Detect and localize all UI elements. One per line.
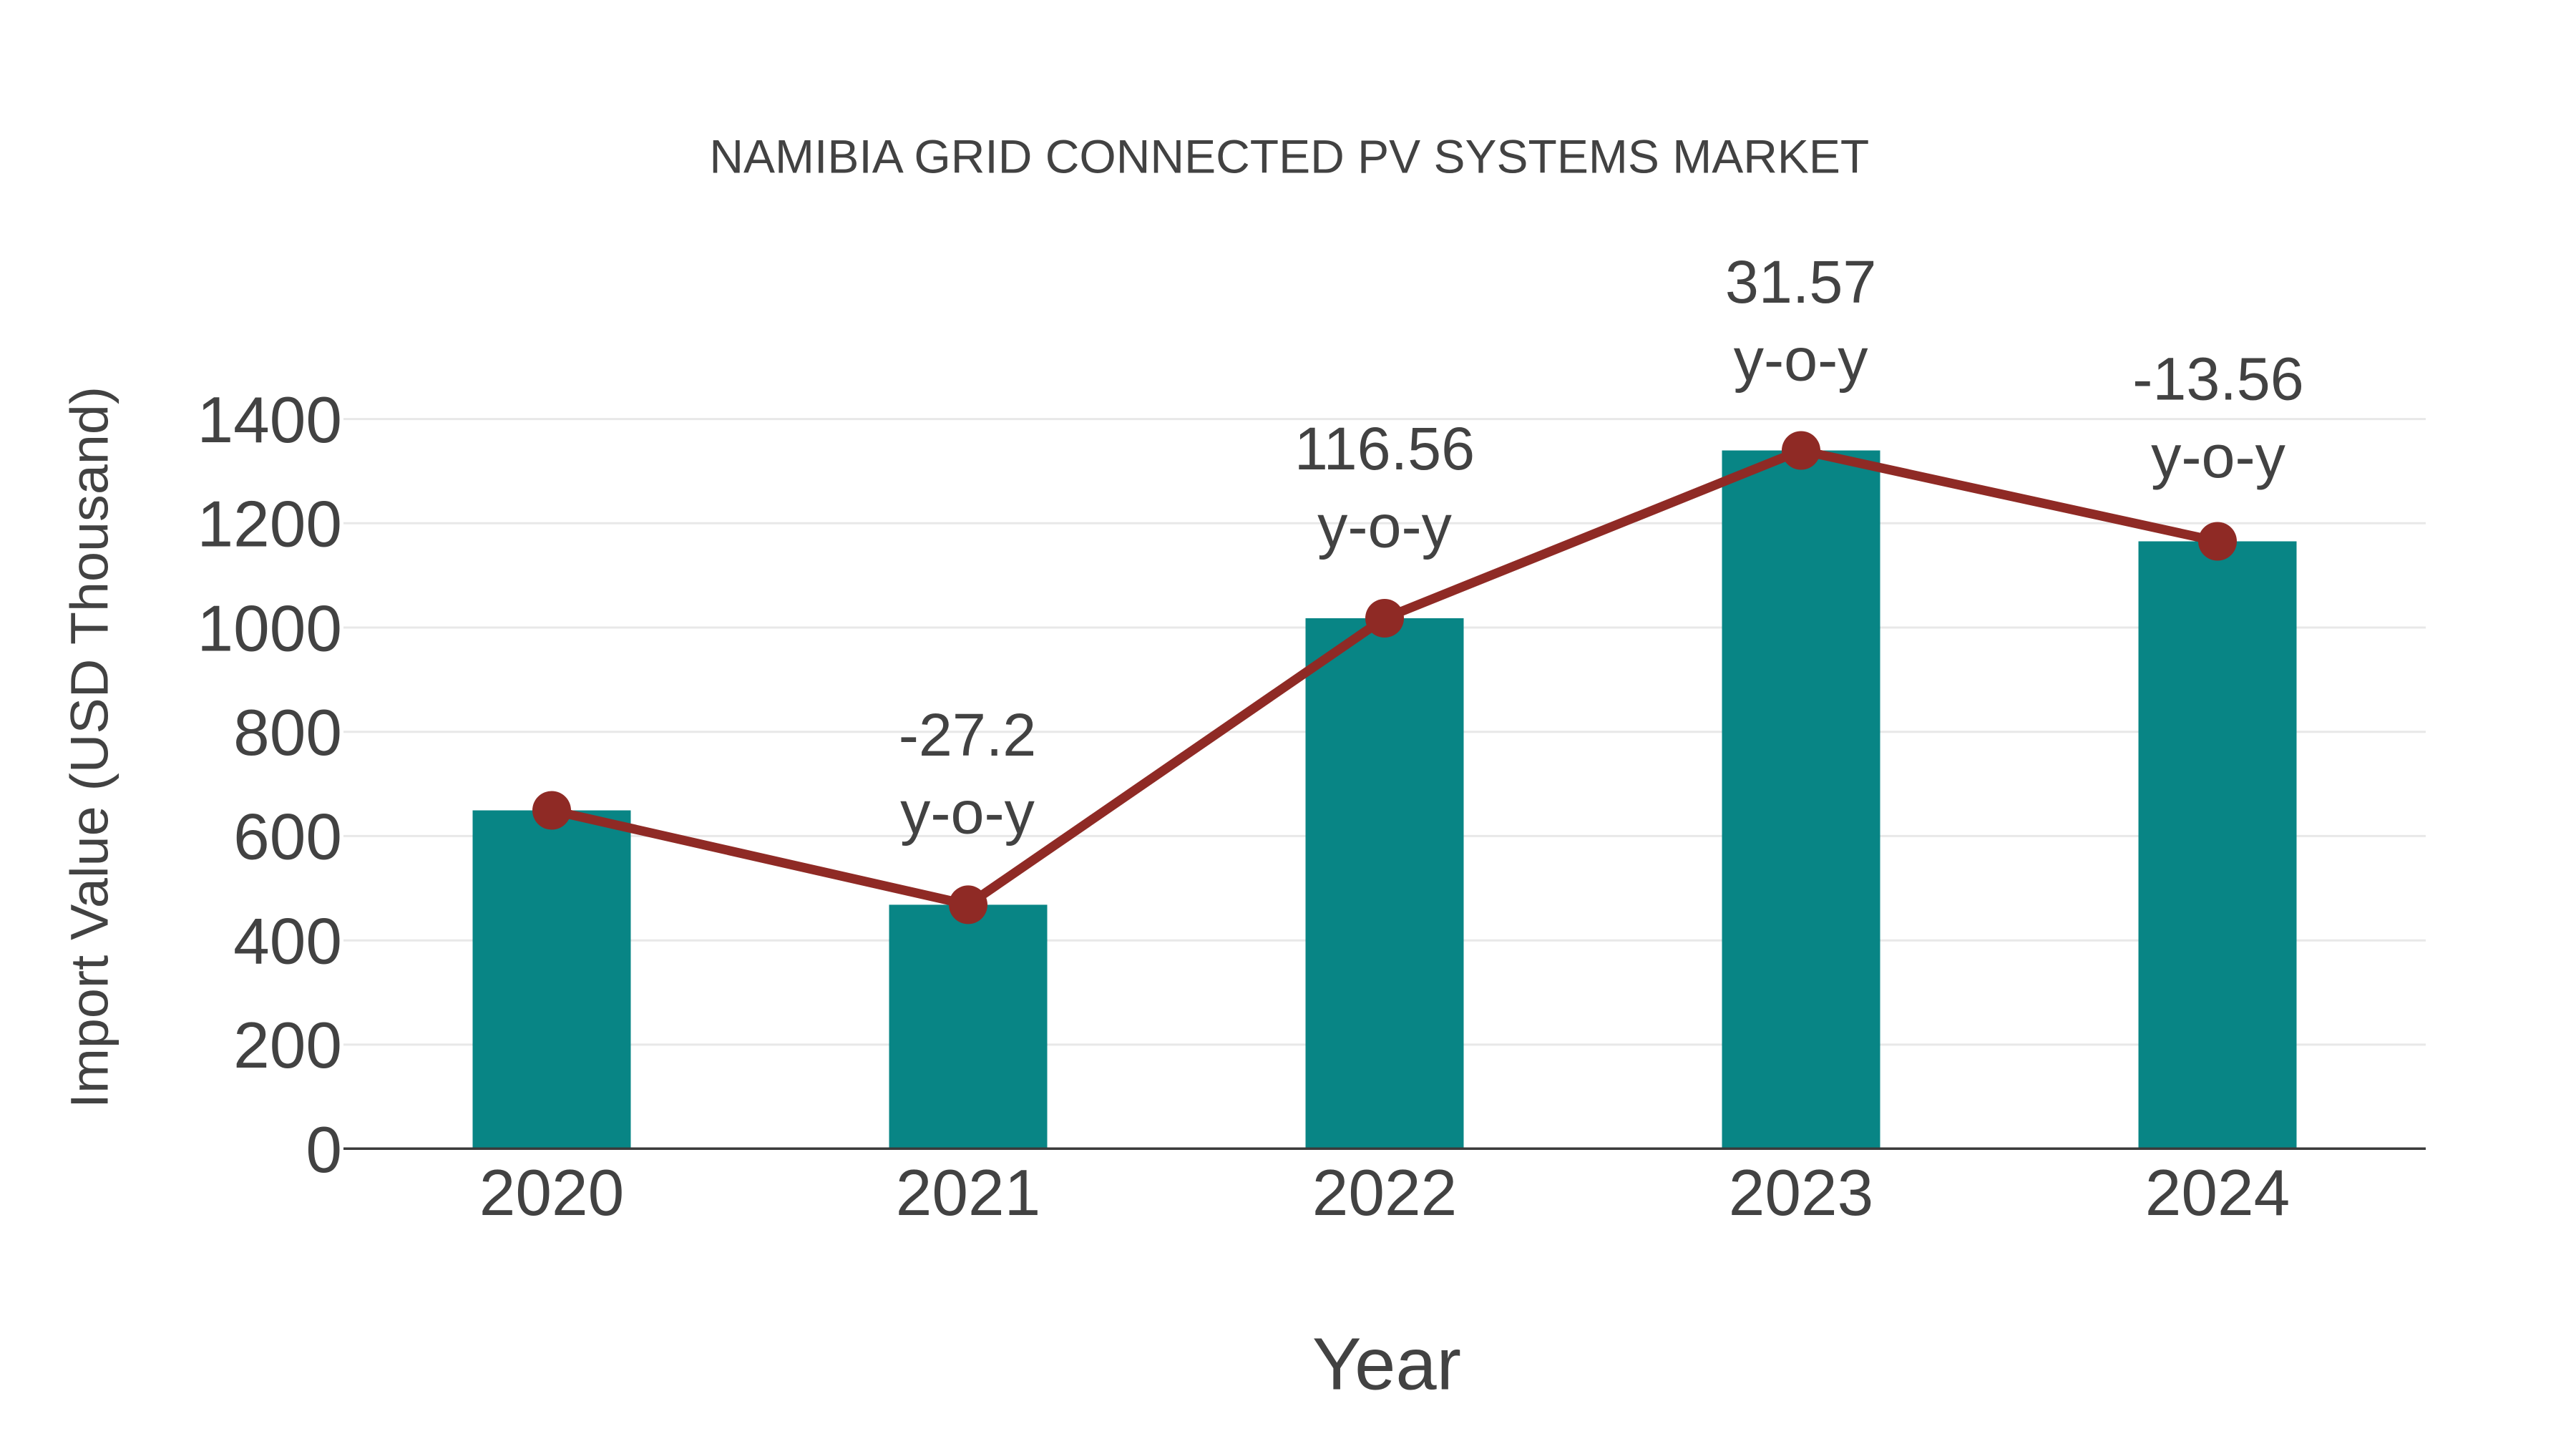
svg-text:800: 800 (233, 697, 342, 769)
svg-text:200: 200 (233, 1010, 342, 1082)
svg-text:NAMIBIA GRID CONNECTED PV SYST: NAMIBIA GRID CONNECTED PV SYSTEMS MARKET (709, 130, 1869, 183)
svg-text:-13.56: -13.56 (2132, 346, 2304, 413)
svg-text:1000: 1000 (197, 592, 342, 665)
svg-text:Import Value (USD Thousand): Import Value (USD Thousand) (59, 386, 119, 1108)
svg-text:Year: Year (1312, 1323, 1461, 1405)
svg-text:0: 0 (306, 1114, 342, 1186)
svg-text:2022: 2022 (1312, 1157, 1457, 1229)
svg-text:y-o-y: y-o-y (1734, 326, 1869, 393)
svg-text:y-o-y: y-o-y (1317, 492, 1453, 560)
svg-text:600: 600 (233, 801, 342, 874)
svg-text:31.57: 31.57 (1725, 248, 1876, 316)
svg-text:2021: 2021 (896, 1157, 1040, 1229)
svg-text:y-o-y: y-o-y (2151, 423, 2286, 490)
svg-text:2023: 2023 (1729, 1157, 1873, 1229)
svg-text:2024: 2024 (2145, 1157, 2290, 1229)
svg-text:-27.2: -27.2 (899, 701, 1037, 769)
svg-text:1200: 1200 (197, 489, 342, 561)
svg-text:400: 400 (233, 906, 342, 978)
svg-text:2020: 2020 (479, 1157, 624, 1229)
svg-text:116.56: 116.56 (1294, 415, 1475, 482)
svg-text:1400: 1400 (197, 384, 342, 457)
svg-text:y-o-y: y-o-y (900, 779, 1035, 846)
